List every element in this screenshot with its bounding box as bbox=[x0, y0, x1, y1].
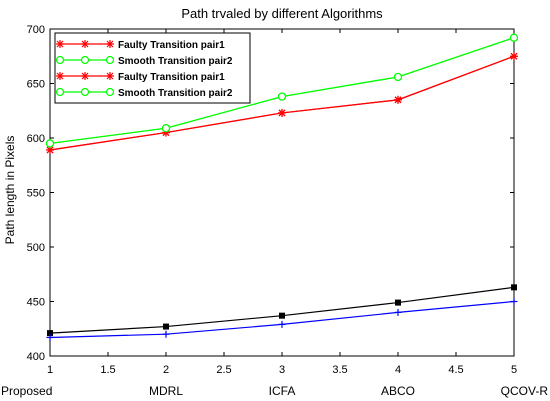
data-point bbox=[510, 52, 518, 61]
data-point bbox=[279, 312, 285, 319]
series-5 bbox=[46, 298, 518, 341]
data-point bbox=[394, 308, 402, 316]
x-tick-label: 5 bbox=[511, 364, 517, 376]
category-label: MDRL bbox=[149, 384, 183, 398]
data-point bbox=[45, 139, 55, 148]
x-tick-label: 1.5 bbox=[100, 364, 115, 376]
data-point bbox=[278, 108, 286, 117]
x-tick-label: 2 bbox=[163, 364, 169, 376]
legend-label: Smooth Transition pair2 bbox=[118, 88, 233, 99]
data-point bbox=[46, 333, 54, 341]
legend-entry: Smooth Transition pair2 bbox=[55, 87, 233, 99]
legend-label: Faulty Transition pair1 bbox=[118, 40, 225, 51]
y-tick-label: 500 bbox=[27, 242, 45, 254]
y-tick-label: 450 bbox=[27, 297, 45, 309]
x-tick-label: 1 bbox=[47, 364, 53, 376]
x-tick-label: 4.5 bbox=[448, 364, 463, 376]
y-tick-label: 700 bbox=[27, 24, 45, 36]
legend: Faulty Transition pair1 Smooth Transition… bbox=[54, 32, 251, 104]
data-point bbox=[511, 284, 517, 291]
series-4 bbox=[47, 284, 517, 337]
x-tick-label: 2.5 bbox=[216, 364, 231, 376]
data-point bbox=[163, 323, 169, 330]
data-point bbox=[161, 124, 171, 133]
category-label: ICFA bbox=[269, 384, 296, 398]
y-tick-label: 550 bbox=[27, 188, 45, 200]
data-point bbox=[162, 330, 170, 338]
y-tick-label: 400 bbox=[27, 351, 45, 363]
data-point bbox=[46, 145, 54, 154]
data-point bbox=[394, 95, 402, 104]
x-tick-label: 4 bbox=[395, 364, 401, 376]
series-3 bbox=[45, 33, 519, 148]
data-point bbox=[277, 92, 287, 101]
category-label: Proposed bbox=[1, 384, 52, 398]
data-point bbox=[510, 298, 518, 305]
x-tick-label: 3 bbox=[279, 364, 285, 376]
data-point bbox=[395, 299, 401, 306]
legend-label: Smooth Transition pair2 bbox=[118, 56, 233, 67]
x-tick-label: 3.5 bbox=[332, 364, 347, 376]
data-point bbox=[393, 72, 403, 82]
category-label: QCOV-R bbox=[501, 384, 549, 398]
series-layer bbox=[45, 33, 519, 341]
series-line bbox=[49, 300, 515, 339]
legend-entry: Faulty Transition pair1 bbox=[56, 72, 225, 83]
legend-label: Faulty Transition pair1 bbox=[118, 72, 225, 83]
y-tick-label: 650 bbox=[27, 79, 45, 91]
legend-entry: Smooth Transition pair2 bbox=[55, 55, 233, 67]
y-tick-label: 600 bbox=[27, 133, 45, 145]
chart-title: Path trvaled by different Algorithms bbox=[181, 6, 383, 21]
legend-entry: Faulty Transition pair1 bbox=[56, 40, 225, 51]
axes: 1 1.5 2 2.5 3 3.5 4 4.5 5 400 450 500 550 600 650 700 Pr… bbox=[1, 24, 548, 398]
y-axis-label: Path length in Pixels bbox=[3, 136, 17, 245]
data-point bbox=[509, 33, 519, 42]
data-point bbox=[278, 320, 286, 328]
series-2 bbox=[46, 52, 518, 154]
category-label: ABCO bbox=[381, 384, 415, 398]
